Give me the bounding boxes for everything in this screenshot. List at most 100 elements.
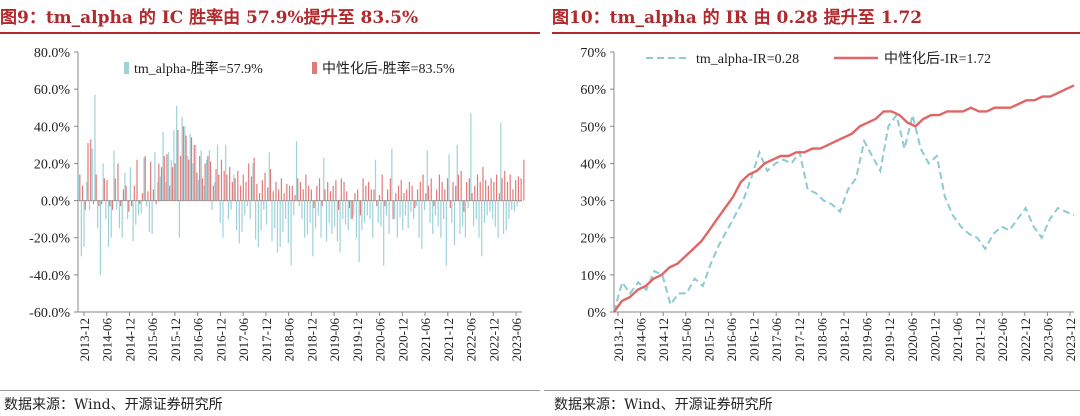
bar [133, 185, 135, 201]
bar [113, 150, 115, 201]
x-tick-label: 2019-12 [350, 318, 365, 361]
bar [88, 200, 91, 210]
x-tick-label: 2015-06 [679, 318, 694, 362]
bar [436, 189, 438, 201]
bar [169, 185, 171, 201]
bar [167, 152, 170, 201]
bar [329, 191, 332, 201]
y-tick-label: 0.0% [41, 195, 71, 210]
bar [312, 200, 314, 257]
bar [316, 185, 318, 201]
bar [209, 161, 212, 201]
bar [252, 163, 254, 201]
x-tick-label: 2020-12 [927, 318, 942, 361]
bar [140, 200, 142, 214]
bar [464, 200, 466, 238]
bar [188, 159, 190, 201]
bar [423, 200, 426, 210]
series-line-neutralized [613, 84, 1075, 313]
bar [511, 200, 513, 210]
bar [323, 157, 325, 201]
bar [229, 167, 231, 201]
bar [218, 174, 220, 201]
bar [369, 200, 371, 220]
bar [308, 185, 310, 201]
bar [159, 176, 161, 201]
bar [365, 185, 367, 201]
bar [481, 200, 483, 257]
x-tick-label: 2022-12 [1018, 318, 1033, 361]
bar [136, 159, 138, 201]
x-tick-label: 2020-12 [395, 318, 410, 361]
bar [148, 200, 151, 233]
bar [419, 182, 421, 201]
bar [328, 200, 330, 223]
bar [479, 182, 481, 201]
bar [411, 185, 413, 201]
bar [233, 174, 235, 201]
bar [98, 200, 100, 207]
bar [249, 200, 251, 220]
y-tick-label: 70% [580, 46, 606, 61]
bar [492, 200, 494, 220]
bar [374, 159, 377, 201]
bar [438, 174, 440, 201]
figure-9-title: 图9：tm_alpha 的 IC 胜率由 57.9%提升至 83.5% [0, 4, 540, 34]
bar [219, 200, 221, 223]
bar [189, 133, 191, 201]
bar [389, 178, 391, 201]
bar [437, 200, 439, 227]
bar [400, 180, 402, 201]
bar [173, 130, 175, 201]
bar [264, 172, 266, 201]
bar [472, 200, 475, 227]
bar [244, 200, 246, 216]
bar [451, 200, 453, 223]
bar [336, 200, 338, 242]
bar [122, 189, 125, 201]
bar [350, 200, 352, 220]
x-tick-label: 2021-12 [973, 318, 988, 361]
bar [402, 200, 404, 231]
y-tick-label: 60.0% [34, 83, 71, 98]
y-tick-label: -40.0% [29, 269, 70, 284]
bar [335, 180, 337, 201]
bar [118, 200, 121, 229]
bar [155, 200, 157, 205]
bar [186, 156, 189, 201]
bar [163, 156, 165, 201]
x-tick-label: 2023-12 [1063, 318, 1078, 361]
bar [425, 193, 427, 201]
bar [220, 159, 223, 201]
bar [448, 154, 450, 201]
bar [474, 185, 476, 201]
x-tick-label: 2014-12 [656, 318, 671, 361]
bar [426, 150, 428, 201]
bar [505, 200, 507, 231]
bar [455, 185, 457, 201]
bar [310, 189, 312, 201]
bar [414, 200, 416, 208]
bar [121, 200, 123, 238]
bar [445, 200, 447, 266]
bar [475, 200, 477, 220]
bar [192, 163, 194, 201]
bar [468, 178, 470, 201]
x-tick-label: 2020-06 [373, 318, 388, 362]
bar [362, 178, 364, 201]
bar [313, 200, 315, 208]
bar [381, 174, 383, 201]
bar [234, 178, 236, 201]
x-tick-label: 2016-12 [213, 318, 228, 361]
bar [216, 144, 219, 201]
bar [359, 200, 361, 216]
bar [237, 170, 239, 201]
bar [396, 200, 398, 238]
y-tick-label: -60.0% [29, 306, 70, 321]
ic-bar-chart: 80.0% 60.0% 40.0% 20.0% 0.0% -20.0% -40.0% -60.… [29, 46, 525, 362]
figure-10-source: 数据来源：Wind、开源证券研究所 [554, 397, 773, 413]
bar [238, 200, 240, 244]
bar [265, 200, 268, 225]
bar [407, 200, 409, 229]
bar [260, 200, 262, 231]
